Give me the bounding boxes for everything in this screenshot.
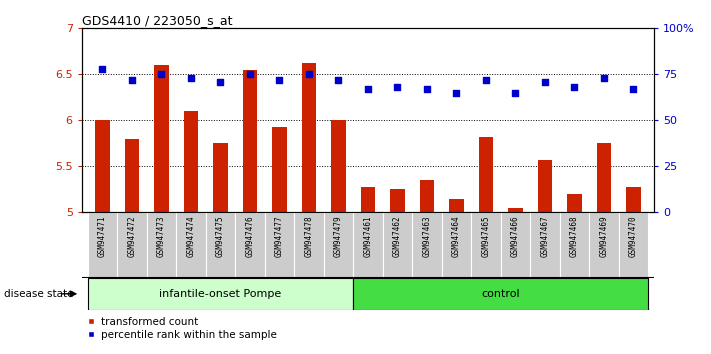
Bar [353, 278, 648, 310]
Point [127, 77, 138, 83]
Text: GSM947467: GSM947467 [540, 216, 550, 257]
Point [421, 86, 432, 92]
Text: GSM947471: GSM947471 [98, 216, 107, 257]
Bar [117, 212, 146, 278]
Point [362, 86, 374, 92]
Bar [272, 127, 287, 212]
Bar [360, 187, 375, 212]
Bar [294, 212, 324, 278]
Bar [471, 212, 501, 278]
Bar [213, 143, 228, 212]
Bar [479, 137, 493, 212]
Text: GSM947476: GSM947476 [245, 216, 255, 257]
Bar [124, 139, 139, 212]
Bar [619, 212, 648, 278]
Bar [597, 143, 611, 212]
Point [628, 86, 639, 92]
Text: GSM947464: GSM947464 [452, 216, 461, 257]
Bar [419, 180, 434, 212]
Text: GSM947475: GSM947475 [216, 216, 225, 257]
Bar [154, 65, 169, 212]
Bar [264, 212, 294, 278]
Point [186, 75, 197, 81]
Text: GSM947469: GSM947469 [599, 216, 609, 257]
Text: GSM947466: GSM947466 [511, 216, 520, 257]
Point [539, 79, 550, 85]
Text: infantile-onset Pompe: infantile-onset Pompe [159, 289, 282, 299]
Bar [301, 63, 316, 212]
Bar [567, 194, 582, 212]
Text: GSM947474: GSM947474 [186, 216, 196, 257]
Text: disease state: disease state [4, 289, 73, 299]
Text: GSM947472: GSM947472 [127, 216, 137, 257]
Bar [508, 208, 523, 212]
Point [304, 72, 315, 77]
Point [480, 77, 491, 83]
Bar [412, 212, 442, 278]
Text: GSM947479: GSM947479 [334, 216, 343, 257]
Legend: transformed count, percentile rank within the sample: transformed count, percentile rank withi… [87, 317, 277, 340]
Bar [205, 212, 235, 278]
Point [245, 72, 256, 77]
Bar [176, 212, 205, 278]
Bar [501, 212, 530, 278]
Point [156, 72, 167, 77]
Bar [331, 120, 346, 212]
Text: GDS4410 / 223050_s_at: GDS4410 / 223050_s_at [82, 14, 232, 27]
Text: GSM947462: GSM947462 [393, 216, 402, 257]
Text: GSM947463: GSM947463 [422, 216, 432, 257]
Bar [449, 199, 464, 212]
Bar [146, 212, 176, 278]
Bar [560, 212, 589, 278]
Bar [235, 212, 264, 278]
Bar [95, 120, 109, 212]
Bar [324, 212, 353, 278]
Bar [538, 160, 552, 212]
Point [510, 90, 521, 96]
Bar [242, 70, 257, 212]
Text: GSM947477: GSM947477 [275, 216, 284, 257]
Bar [442, 212, 471, 278]
Bar [589, 212, 619, 278]
Bar [390, 189, 405, 212]
Bar [530, 212, 560, 278]
Point [569, 84, 580, 90]
Point [598, 75, 609, 81]
Text: GSM947461: GSM947461 [363, 216, 373, 257]
Point [451, 90, 462, 96]
Bar [383, 212, 412, 278]
Point [333, 77, 344, 83]
Text: GSM947478: GSM947478 [304, 216, 314, 257]
Bar [87, 278, 353, 310]
Bar [183, 111, 198, 212]
Point [392, 84, 403, 90]
Text: GSM947465: GSM947465 [481, 216, 491, 257]
Text: GSM947470: GSM947470 [629, 216, 638, 257]
Bar [87, 212, 117, 278]
Text: GSM947468: GSM947468 [570, 216, 579, 257]
Point [274, 77, 285, 83]
Point [97, 66, 108, 72]
Point [215, 79, 226, 85]
Text: control: control [481, 289, 520, 299]
Bar [626, 187, 641, 212]
Bar [353, 212, 383, 278]
Text: GSM947473: GSM947473 [157, 216, 166, 257]
